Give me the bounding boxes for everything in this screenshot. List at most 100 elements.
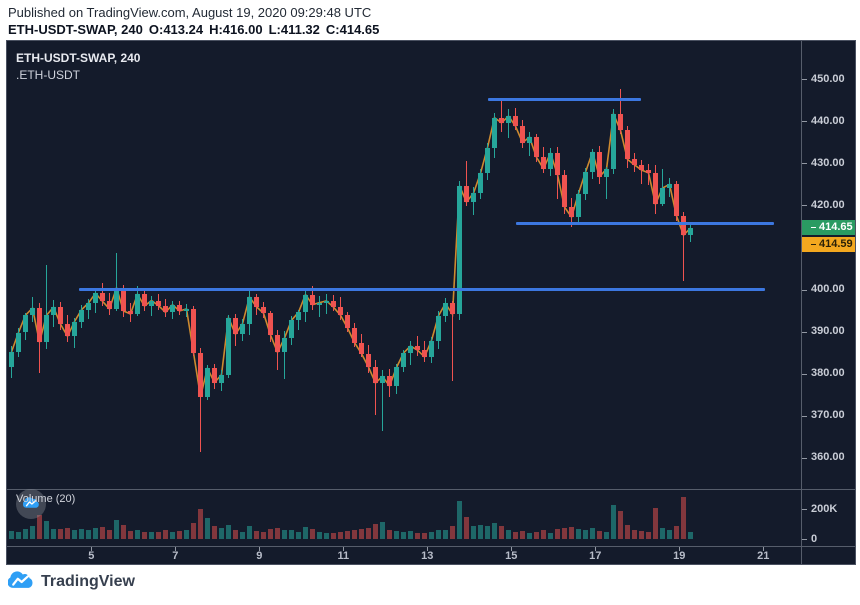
candle <box>198 352 203 397</box>
candle <box>44 315 49 343</box>
time-tick-label[interactable]: 19 <box>673 550 686 562</box>
candle <box>289 320 294 338</box>
volume-bar <box>583 530 588 539</box>
price-tick-label: 360.00 <box>811 451 845 464</box>
volume-bar <box>471 525 476 539</box>
candle <box>163 305 168 313</box>
published-line: Published on TradingView.com, August 19,… <box>8 5 372 20</box>
horizontal-line-drawing[interactable] <box>515 221 774 225</box>
candle <box>653 172 658 205</box>
volume-bar <box>121 524 126 539</box>
candle <box>562 174 567 207</box>
volume-bar <box>58 529 63 539</box>
volume-bar <box>310 528 315 539</box>
low-value: 411.32 <box>280 22 320 37</box>
candle-wick <box>683 212 684 282</box>
horizontal-line-drawing[interactable] <box>488 97 642 101</box>
chart-widget[interactable]: ETH-USDT-SWAP, 240 .ETH-USDT 450.00 440.0… <box>6 40 856 565</box>
chart-legend: ETH-USDT-SWAP, 240 .ETH-USDT <box>16 50 140 84</box>
candle <box>681 215 686 236</box>
volume-bar <box>415 532 420 539</box>
volume-tick-label: 200K <box>811 502 838 515</box>
volume-bar <box>394 530 399 539</box>
candle <box>359 342 364 354</box>
time-tick-label[interactable]: 11 <box>337 550 350 562</box>
price-tick <box>802 415 807 417</box>
time-tick-label[interactable]: 5 <box>88 550 95 562</box>
volume-bar <box>646 532 651 539</box>
volume-bar <box>205 518 210 539</box>
time-tick-label[interactable]: 7 <box>172 550 179 562</box>
candle-wick <box>382 369 383 432</box>
time-tick <box>175 547 177 551</box>
volume-bar <box>345 531 350 539</box>
candle <box>170 304 175 313</box>
legend-symbol: ETH-USDT-SWAP, 240 <box>16 51 141 65</box>
candle <box>618 113 623 131</box>
volume-bar <box>597 530 602 539</box>
close-value: 414.65 <box>339 22 380 37</box>
low-label: L: <box>268 22 281 37</box>
candle-wick <box>46 265 47 349</box>
candle <box>345 315 350 328</box>
time-tick-label[interactable]: 15 <box>505 550 518 562</box>
volume-bar <box>688 531 693 539</box>
candle <box>317 302 322 305</box>
candle <box>632 159 637 165</box>
pane-separator[interactable] <box>7 489 855 490</box>
volume-bar <box>247 525 252 539</box>
volume-bar <box>16 531 21 539</box>
candle <box>79 309 84 322</box>
candle <box>436 315 441 341</box>
candle <box>534 137 539 158</box>
price-tick <box>802 205 807 207</box>
volume-bar <box>527 532 532 539</box>
volume-bar <box>296 531 301 539</box>
time-tick-label[interactable]: 9 <box>256 550 263 562</box>
volume-indicator-label: Volume (20) <box>16 493 76 505</box>
volume-bar <box>660 527 665 539</box>
candle-wick <box>641 159 642 184</box>
candlestick-plot-area[interactable] <box>7 41 855 564</box>
candle <box>541 157 546 169</box>
time-tick-label[interactable]: 21 <box>757 550 770 562</box>
time-tick-label[interactable]: 13 <box>421 550 434 562</box>
candle <box>51 307 56 316</box>
index-price-value: 414.59 <box>819 238 853 250</box>
candle <box>583 172 588 194</box>
candle <box>72 321 77 337</box>
drawings-layer[interactable] <box>7 41 855 564</box>
last-price-badge: 414.65 <box>802 220 855 235</box>
candle <box>555 153 560 175</box>
candle <box>177 304 182 312</box>
time-tick-label[interactable]: 17 <box>589 550 602 562</box>
time-tick <box>91 547 93 551</box>
candle <box>513 116 518 127</box>
volume-bar <box>303 527 308 539</box>
candle <box>499 117 504 123</box>
time-tick <box>511 547 513 551</box>
volume-bar <box>513 531 518 539</box>
candle <box>394 367 399 386</box>
candle <box>366 353 371 368</box>
candle-wick <box>466 161 467 206</box>
volume-bar <box>506 530 511 539</box>
candle-wick <box>662 169 663 207</box>
candle-wick <box>375 360 376 416</box>
candle <box>604 169 609 177</box>
volume-bar <box>142 531 147 539</box>
candle-wick <box>200 348 201 452</box>
ohlc-summary: ETH-USDT-SWAP, 240 O:413.24 H:416.00 L:411.… <box>8 21 848 38</box>
price-tick-label: 400.00 <box>811 283 845 296</box>
candle <box>520 126 525 143</box>
tradingview-cloud-icon <box>22 497 39 508</box>
candle <box>303 294 308 313</box>
volume-bar <box>240 531 245 539</box>
candle-wick <box>501 97 502 133</box>
tradingview-brand-link[interactable]: TradingView <box>8 571 135 593</box>
horizontal-line-drawing[interactable] <box>78 287 766 291</box>
candle <box>93 293 98 304</box>
volume-bar <box>233 530 238 539</box>
volume-bar <box>548 533 553 539</box>
candle <box>429 340 434 357</box>
